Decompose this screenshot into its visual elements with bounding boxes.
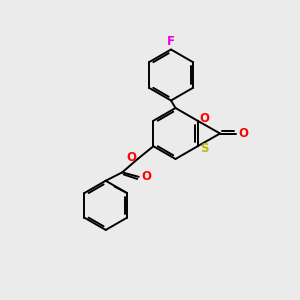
Text: O: O (238, 127, 248, 140)
Text: F: F (167, 34, 175, 48)
Text: O: O (126, 151, 136, 164)
Text: S: S (200, 142, 208, 155)
Text: O: O (141, 170, 151, 183)
Text: O: O (199, 112, 209, 125)
